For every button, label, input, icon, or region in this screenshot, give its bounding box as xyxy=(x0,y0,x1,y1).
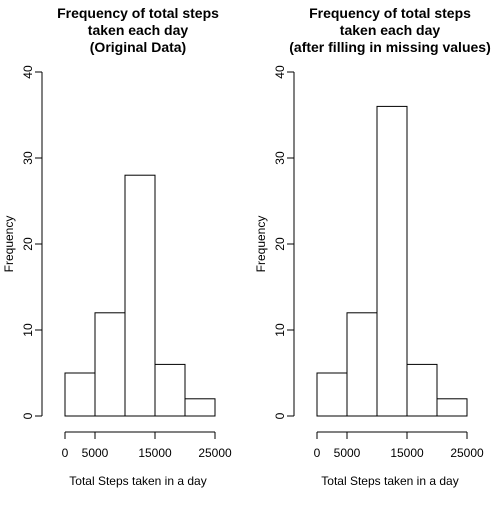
chart2-title-line-2: taken each day xyxy=(340,22,441,38)
chart2-bar-1 xyxy=(316,372,348,417)
chart2-y-tick-label-4: 40 xyxy=(273,65,287,79)
chart2-y-tick-label-0: 0 xyxy=(273,412,287,419)
chart1-y-tick-label-3: 30 xyxy=(21,151,35,165)
chart1-x-tick-label-0: 0 xyxy=(62,446,69,460)
chart1-y-axis-label: Frequency xyxy=(2,216,16,273)
chart2-y-tick-label-1: 10 xyxy=(273,323,287,337)
chart2-title-line-3: (after filling in missing values) xyxy=(289,39,490,55)
chart2-y-axis-label: Frequency xyxy=(254,216,268,273)
chart1-bar-3 xyxy=(124,174,156,417)
chart2-y-tick-label-2: 20 xyxy=(273,237,287,251)
chart1-x-tick-label-1: 5000 xyxy=(82,446,109,460)
chart2-x-tick-label-1: 5000 xyxy=(334,446,361,460)
chart2-x-axis-label: Total Steps taken in a day xyxy=(321,474,458,488)
chart1-title-line-3: (Original Data) xyxy=(90,39,186,55)
chart1-bar-4 xyxy=(154,363,186,417)
chart1-y-tick-label-4: 40 xyxy=(21,65,35,79)
chart1-title-line-2: taken each day xyxy=(88,22,189,38)
chart1-x-tick-label-3: 25000 xyxy=(198,446,232,460)
chart2-y-tick-label-3: 30 xyxy=(273,151,287,165)
chart2-bar-5 xyxy=(436,398,468,417)
chart1-bar-1 xyxy=(64,372,96,417)
chart1-bar-5 xyxy=(184,398,216,417)
chart2-bar-3 xyxy=(376,105,408,417)
chart1-title-line-1: Frequency of total steps xyxy=(57,5,219,21)
chart2-x-tick-label-0: 0 xyxy=(314,446,321,460)
chart2-title-line-1: Frequency of total steps xyxy=(309,5,471,21)
chart1-x-tick-label-2: 15000 xyxy=(138,446,172,460)
chart1-y-tick-label-2: 20 xyxy=(21,237,35,251)
chart2-bar-2 xyxy=(346,312,378,417)
chart1-x-axis-label: Total Steps taken in a day xyxy=(69,474,206,488)
chart2-bar-4 xyxy=(406,363,438,417)
chart1-y-tick-label-1: 10 xyxy=(21,323,35,337)
chart1-bar-2 xyxy=(94,312,126,417)
chart2-x-tick-label-3: 25000 xyxy=(450,446,484,460)
chart2-x-tick-label-2: 15000 xyxy=(390,446,424,460)
chart1-y-tick-label-0: 0 xyxy=(21,412,35,419)
